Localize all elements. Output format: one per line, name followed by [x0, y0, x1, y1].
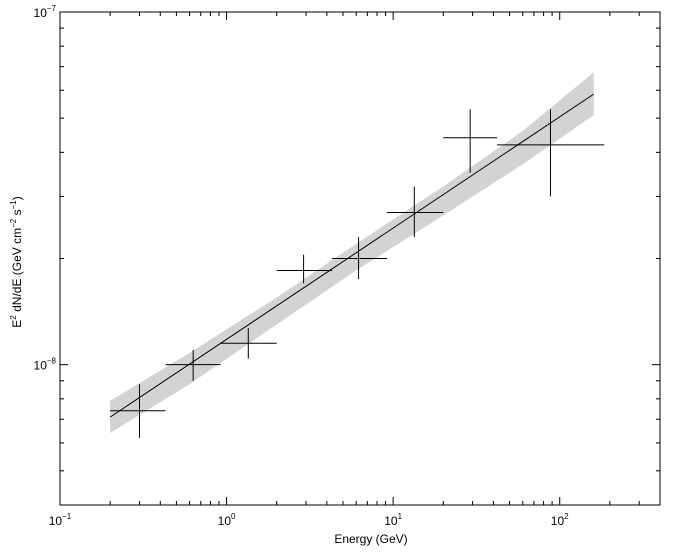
data-point [276, 254, 333, 284]
data-point [387, 186, 444, 238]
x-axis-label: Energy (GeV) [334, 532, 407, 546]
data-point [443, 109, 497, 173]
x-tick-label: 100 [218, 512, 236, 528]
tick-labels-layer: 10−1 100 101 102 10−8 10−7 [34, 4, 570, 528]
uncertainty-band-layer [110, 72, 594, 433]
model-fit-line [109, 93, 594, 418]
data-point [496, 109, 605, 197]
uncertainty-band [110, 72, 594, 433]
data-point [220, 328, 277, 359]
model-line-layer [109, 93, 594, 418]
y-tick-label: 10−7 [34, 4, 57, 20]
data-point [332, 237, 388, 279]
y-axis-label: E2 dN/dE (GeV cm−2 s−1) [9, 196, 24, 327]
x-tick-label: 10−1 [49, 512, 72, 528]
x-tick-label: 102 [551, 512, 569, 528]
y-tick-label: 10−8 [34, 357, 57, 373]
data-point [165, 350, 221, 381]
data-point [110, 384, 166, 438]
data-points-layer [110, 109, 605, 438]
axis-ticks-layer [59, 11, 661, 506]
x-tick-label: 101 [384, 512, 402, 528]
